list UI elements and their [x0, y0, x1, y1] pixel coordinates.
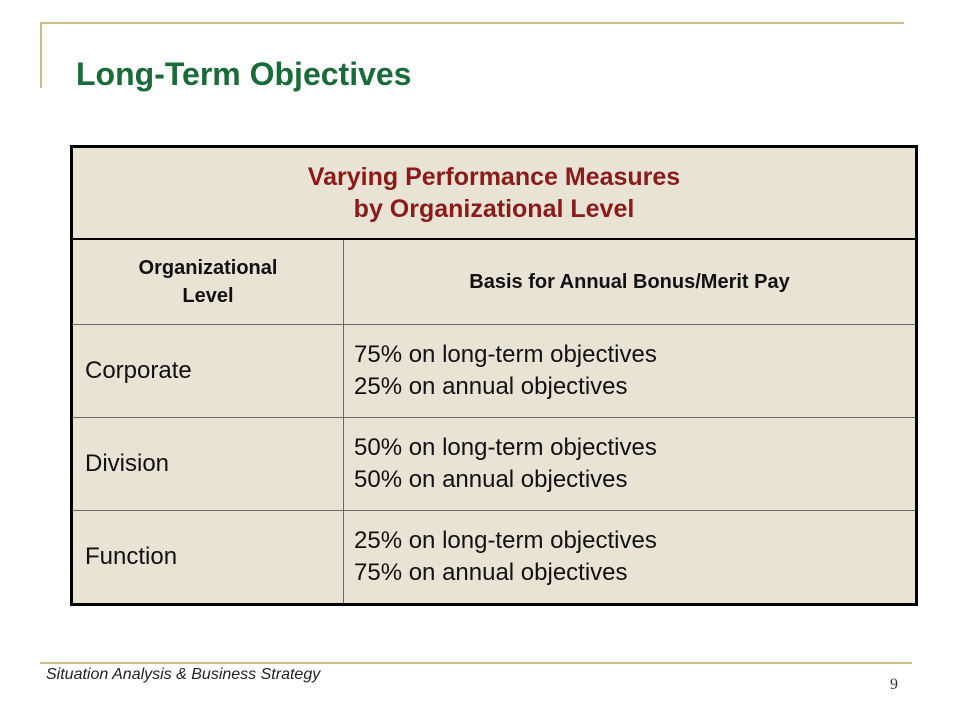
basis-line-1: 75% on long-term objectives: [354, 341, 657, 368]
row-basis: 50% on long-term objectives 50% on annua…: [343, 417, 917, 511]
row-level: Corporate: [71, 324, 344, 418]
footer-text: Situation Analysis & Business Strategy: [46, 666, 321, 683]
slide-title: Long-Term Objectives: [76, 56, 412, 92]
table-caption-row: Varying Performance Measures by Organiza…: [71, 146, 917, 240]
table-caption-line-2: by Organizational Level: [353, 195, 635, 223]
row-basis: 75% on long-term objectives 25% on annua…: [343, 324, 917, 418]
header-col1-line-1: Organizational: [138, 257, 278, 279]
page-number: 9: [890, 676, 898, 693]
basis-line-2: 75% on annual objectives: [354, 559, 628, 586]
top-frame-line: [40, 22, 904, 24]
header-col1-line-2: Level: [182, 285, 234, 307]
header-organizational-level: Organizational Level: [71, 238, 344, 325]
table-row: Division 50% on long-term objectives 50%…: [71, 417, 917, 511]
table-header-row: Organizational Level Basis for Annual Bo…: [71, 238, 917, 325]
basis-line-2: 50% on annual objectives: [354, 466, 628, 493]
row-basis: 25% on long-term objectives 75% on annua…: [343, 510, 917, 605]
row-level: Function: [71, 510, 344, 605]
basis-line-2: 25% on annual objectives: [354, 373, 628, 400]
table-caption-line-1: Varying Performance Measures: [307, 163, 681, 191]
performance-measures-table: Varying Performance Measures by Organiza…: [70, 145, 918, 606]
basis-line-1: 25% on long-term objectives: [354, 527, 657, 554]
table-caption: Varying Performance Measures by Organiza…: [71, 146, 917, 240]
row-level: Division: [71, 417, 344, 511]
table-row: Function 25% on long-term objectives 75%…: [71, 510, 917, 605]
footer-divider: [40, 662, 912, 664]
left-frame-line: [40, 22, 42, 88]
basis-line-1: 50% on long-term objectives: [354, 434, 657, 461]
table-row: Corporate 75% on long-term objectives 25…: [71, 324, 917, 418]
header-basis: Basis for Annual Bonus/Merit Pay: [343, 238, 917, 325]
